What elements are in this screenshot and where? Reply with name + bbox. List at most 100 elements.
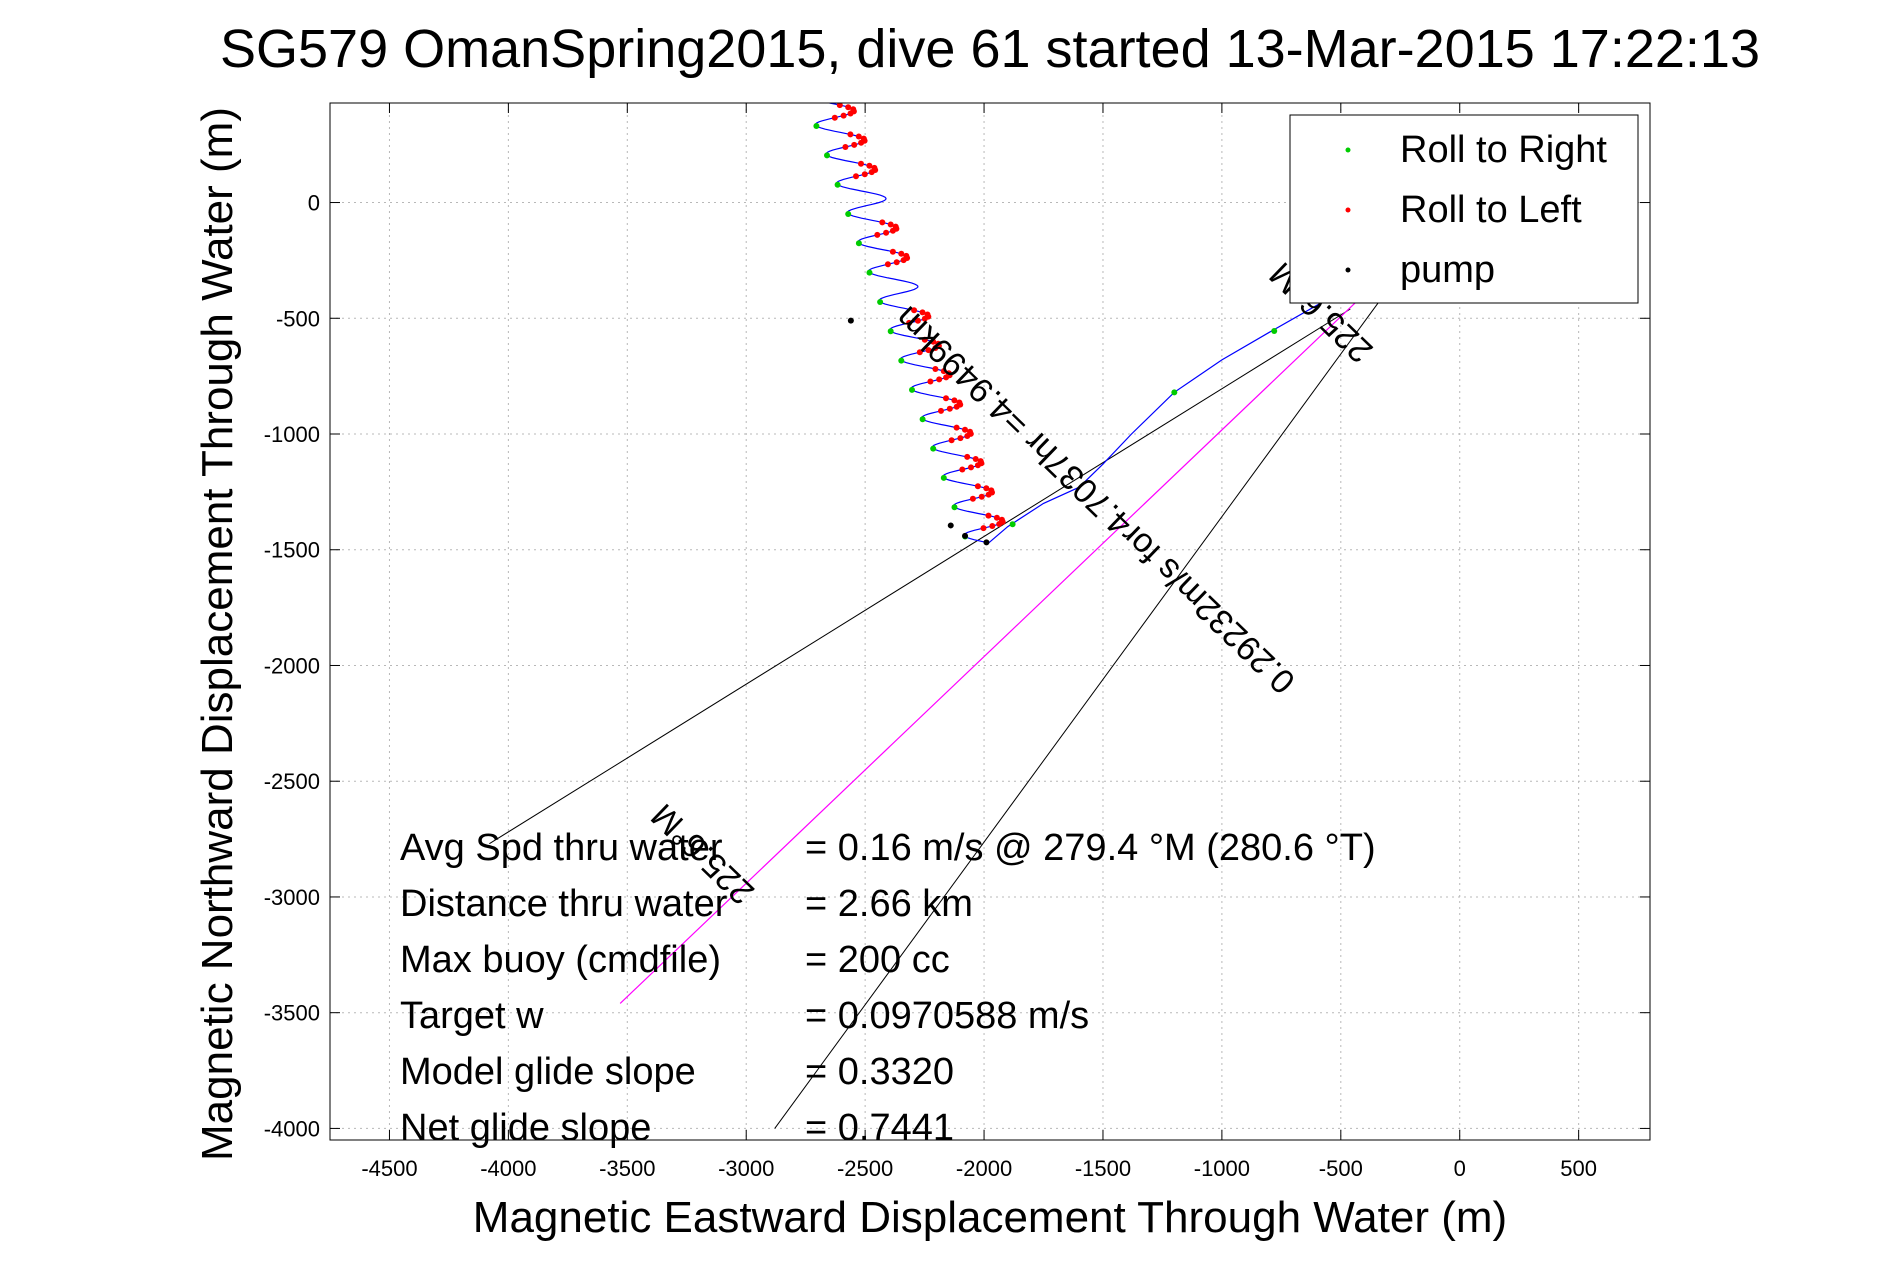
roll-right-marker bbox=[1009, 521, 1016, 528]
roll-left-marker bbox=[847, 131, 854, 138]
roll-left-marker bbox=[879, 219, 886, 226]
roll-left-marker bbox=[889, 248, 896, 255]
roll-left-marker bbox=[943, 374, 950, 381]
roll-left-marker bbox=[842, 144, 849, 150]
roll-right-marker bbox=[845, 211, 852, 217]
roll-left-marker bbox=[889, 227, 896, 234]
roll-left-marker bbox=[957, 435, 964, 442]
annotation-label: Target w bbox=[400, 995, 544, 1037]
annotation-value: = 200 cc bbox=[805, 939, 950, 981]
roll-left-marker bbox=[969, 495, 976, 502]
cone-line bbox=[774, 230, 1432, 1129]
roll-left-marker bbox=[974, 462, 981, 469]
roll-left-marker bbox=[887, 221, 894, 228]
legend-label: Roll to Right bbox=[1400, 129, 1607, 171]
chart-title: SG579 OmanSpring2015, dive 61 started 13… bbox=[220, 19, 1760, 79]
roll-left-marker bbox=[906, 319, 913, 326]
x-tick-label: -1000 bbox=[1194, 1156, 1250, 1181]
roll-left-marker bbox=[983, 485, 990, 492]
roll-left-marker bbox=[900, 257, 907, 264]
roll-left-marker bbox=[953, 403, 960, 410]
roll-left-marker bbox=[921, 336, 928, 343]
roll-left-marker bbox=[948, 437, 955, 444]
legend-label: pump bbox=[1400, 249, 1495, 291]
roll-left-marker bbox=[980, 525, 987, 532]
roll-left-marker bbox=[847, 110, 854, 117]
annotation-value: = 2.66 km bbox=[805, 883, 973, 925]
roll-right-marker bbox=[898, 357, 905, 364]
roll-right-marker bbox=[813, 123, 820, 129]
roll-left-marker bbox=[964, 433, 971, 439]
y-tick-label: -500 bbox=[276, 306, 320, 331]
roll-left-marker bbox=[858, 139, 865, 146]
roll-left-marker bbox=[993, 514, 1000, 521]
roll-left-marker bbox=[930, 338, 937, 345]
roll-left-marker bbox=[985, 491, 992, 498]
roll-left-marker bbox=[985, 512, 992, 519]
roll-left-marker bbox=[861, 171, 868, 178]
pump-marker bbox=[847, 317, 854, 324]
annotation-value: = 0.3320 bbox=[805, 1051, 954, 1093]
roll-left-marker bbox=[884, 261, 891, 268]
roll-left-marker bbox=[932, 366, 939, 372]
roll-left-marker bbox=[855, 133, 862, 140]
annotation-label: Max buoy (cmdfile) bbox=[400, 939, 721, 981]
roll-left-marker bbox=[946, 405, 953, 412]
roll-right-marker bbox=[1271, 328, 1278, 335]
annotation-value: = 0.7441 bbox=[805, 1107, 954, 1149]
x-tick-label: -3500 bbox=[599, 1156, 655, 1181]
x-tick-label: -2000 bbox=[956, 1156, 1012, 1181]
plot-frame bbox=[329, 102, 1651, 1141]
y-tick-label: 0 bbox=[308, 191, 320, 216]
roll-left-marker bbox=[874, 231, 881, 238]
legend-marker bbox=[1345, 207, 1351, 213]
roll-left-marker bbox=[989, 523, 996, 529]
roll-right-marker bbox=[834, 181, 841, 188]
roll-left-marker bbox=[936, 376, 943, 383]
roll-right-marker bbox=[1171, 389, 1178, 396]
annotation-label: Avg Spd thru water bbox=[400, 827, 723, 869]
pump-marker bbox=[947, 522, 954, 529]
annotation-label: Model glide slope bbox=[400, 1051, 696, 1093]
roll-left-marker bbox=[840, 112, 847, 119]
roll-right-marker bbox=[877, 299, 884, 305]
y-tick-label: -4000 bbox=[264, 1116, 320, 1141]
legend-label: Roll to Left bbox=[1400, 189, 1582, 231]
y-axis-label: Magnetic Northward Displacement Through … bbox=[193, 107, 242, 1161]
roll-left-marker bbox=[968, 464, 974, 471]
annotation-value: = 0.16 m/s @ 279.4 °M (280.6 °T) bbox=[805, 827, 1376, 869]
roll-left-marker bbox=[940, 368, 947, 375]
y-tick-label: -2500 bbox=[264, 769, 320, 794]
x-tick-label: 500 bbox=[1560, 1156, 1597, 1181]
roll-left-marker bbox=[898, 250, 905, 257]
x-tick-label: 0 bbox=[1454, 1156, 1466, 1181]
roll-right-marker bbox=[855, 240, 862, 247]
roll-left-marker bbox=[996, 521, 1003, 527]
roll-left-marker bbox=[938, 407, 944, 414]
roll-right-marker bbox=[930, 445, 937, 452]
roll-left-marker bbox=[925, 347, 932, 354]
roll-left-marker bbox=[974, 483, 981, 490]
x-tick-label: -3000 bbox=[718, 1156, 774, 1181]
y-tick-label: -2000 bbox=[264, 653, 320, 678]
roll-right-marker bbox=[824, 152, 830, 159]
roll-right-marker bbox=[866, 269, 873, 276]
plot-area: -4500 -4000 -3500 -3000 -2500 -2000 -1500 -1000… bbox=[264, 102, 1651, 1181]
legend-marker bbox=[1345, 147, 1351, 153]
roll-right-marker bbox=[887, 328, 894, 335]
roll-left-marker bbox=[959, 466, 966, 473]
y-tick-label: -3000 bbox=[264, 885, 320, 910]
roll-left-marker bbox=[972, 456, 979, 462]
x-axis-label: Magnetic Eastward Displacement Through W… bbox=[473, 1193, 1507, 1242]
roll-left-marker bbox=[853, 173, 859, 180]
roll-right-marker bbox=[919, 416, 926, 423]
roll-left-marker bbox=[962, 426, 968, 433]
x-tick-label: -4000 bbox=[480, 1156, 536, 1181]
roll-left-marker bbox=[932, 345, 939, 351]
y-tick-label: -1500 bbox=[264, 538, 320, 563]
roll-left-marker bbox=[845, 104, 852, 111]
pump-marker bbox=[983, 539, 990, 546]
roll-left-marker bbox=[919, 309, 926, 316]
roll-right-marker bbox=[909, 386, 915, 393]
